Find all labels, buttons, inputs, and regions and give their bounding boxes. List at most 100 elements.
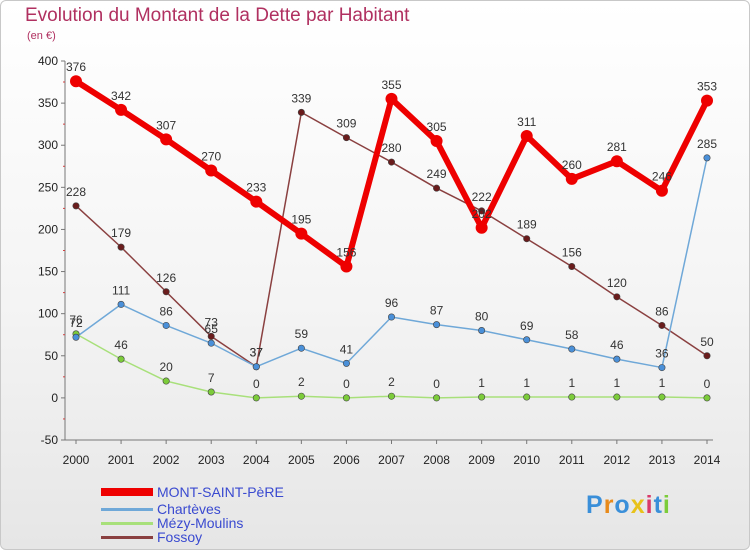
y-tick-label: 50 — [45, 349, 59, 363]
data-point — [703, 154, 711, 162]
data-point — [160, 133, 173, 146]
data-point — [297, 392, 305, 400]
data-point — [340, 260, 353, 273]
data-label: 1 — [568, 376, 575, 390]
data-label: 222 — [472, 190, 492, 204]
legend-label: Fossoy — [157, 529, 203, 545]
data-label: 249 — [427, 167, 447, 181]
data-point — [162, 377, 170, 385]
data-point — [117, 355, 125, 363]
data-point — [385, 92, 398, 105]
data-label: 96 — [385, 296, 399, 310]
data-point — [250, 195, 263, 208]
data-label: 0 — [253, 377, 260, 391]
data-label: 20 — [159, 360, 173, 374]
data-point — [568, 393, 576, 401]
data-label: 270 — [201, 149, 221, 163]
data-label: 233 — [246, 181, 266, 195]
data-label: 156 — [336, 246, 356, 260]
y-tick-label: 350 — [38, 96, 58, 110]
data-label: 58 — [565, 328, 579, 342]
data-point — [117, 300, 125, 308]
legend-item: MONT-SAINT-PèRE — [101, 485, 284, 499]
data-label: 120 — [607, 276, 627, 290]
data-label: 36 — [655, 347, 669, 361]
legend-swatch — [101, 521, 153, 525]
data-label: 311 — [517, 115, 536, 129]
x-tick-label: 2000 — [63, 453, 90, 467]
x-tick-label: 2012 — [604, 453, 631, 467]
data-label: 46 — [114, 338, 128, 352]
data-label: 0 — [433, 377, 440, 391]
legend-item: Chartèves — [101, 502, 221, 516]
data-point — [295, 227, 308, 240]
x-tick-label: 2003 — [198, 453, 225, 467]
data-label: 72 — [69, 316, 83, 330]
data-label: 305 — [427, 120, 447, 134]
data-label: 228 — [66, 185, 86, 199]
y-tick-label: 250 — [38, 180, 58, 194]
data-point — [252, 394, 260, 402]
data-label: 0 — [704, 377, 711, 391]
data-point — [205, 164, 218, 177]
data-point — [613, 293, 621, 301]
data-point — [568, 345, 576, 353]
data-point — [70, 75, 82, 88]
data-label: 59 — [295, 327, 309, 341]
data-point — [115, 103, 128, 116]
legend-label: Mézy-Moulins — [157, 515, 244, 531]
data-label: 309 — [336, 117, 356, 131]
data-label: 307 — [156, 118, 176, 132]
data-label: 179 — [111, 226, 131, 240]
data-point — [387, 392, 395, 400]
data-point — [478, 207, 486, 215]
data-label: 376 — [66, 60, 86, 74]
data-label: 80 — [475, 310, 489, 324]
data-point — [252, 363, 260, 371]
data-point — [433, 321, 441, 329]
data-point — [658, 364, 666, 372]
legend-label: MONT-SAINT-PèRE — [157, 484, 284, 500]
data-point — [658, 393, 666, 401]
data-label: 246 — [652, 170, 672, 184]
data-label: 2 — [298, 375, 305, 389]
data-label: 195 — [291, 213, 311, 227]
data-label: 87 — [430, 304, 444, 318]
data-point — [162, 288, 170, 296]
data-point — [658, 321, 666, 329]
series-line-0 — [74, 78, 710, 270]
data-label: 189 — [517, 218, 537, 232]
data-point — [162, 321, 170, 329]
data-label: 46 — [610, 338, 624, 352]
data-label: 202 — [472, 207, 492, 221]
data-label: 50 — [700, 335, 714, 349]
data-label: 281 — [607, 140, 627, 154]
data-point — [613, 393, 621, 401]
data-label: 1 — [659, 376, 666, 390]
chart-title: Evolution du Montant de la Dette par Hab… — [25, 5, 410, 26]
x-tick-label: 2001 — [108, 453, 135, 467]
data-point — [520, 129, 533, 142]
data-point — [478, 327, 486, 335]
data-point — [523, 336, 531, 344]
x-tick-label: 2011 — [559, 453, 585, 467]
data-labels: 2281791267337339309280249222189156120865… — [66, 60, 717, 391]
data-label: 339 — [291, 91, 311, 105]
data-point — [610, 155, 623, 168]
data-point — [655, 184, 668, 197]
data-point — [703, 394, 711, 402]
series-points — [70, 75, 713, 402]
x-tick-label: 2005 — [288, 453, 315, 467]
data-point — [433, 394, 441, 402]
y-tick-label: -50 — [41, 433, 59, 447]
data-point — [703, 352, 711, 360]
data-label: 355 — [381, 78, 401, 92]
y-tick-label: 400 — [38, 54, 58, 68]
x-tick-label: 2002 — [153, 453, 180, 467]
data-label: 37 — [250, 346, 264, 360]
data-label: 41 — [340, 342, 354, 356]
data-label: 7 — [208, 371, 215, 385]
data-label: 1 — [614, 376, 621, 390]
